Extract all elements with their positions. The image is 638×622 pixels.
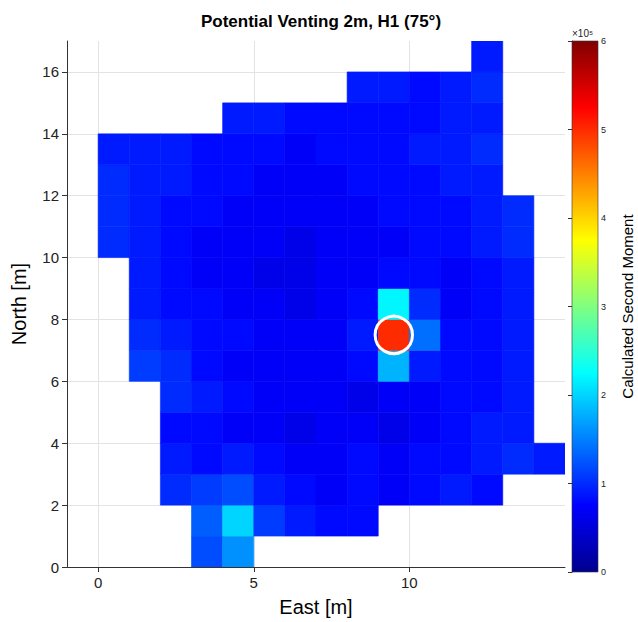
svg-text:14: 14: [42, 125, 59, 142]
svg-text:3: 3: [601, 302, 606, 312]
svg-text:4: 4: [51, 435, 59, 452]
svg-text:Potential Venting 2m, H1 (75°): Potential Venting 2m, H1 (75°): [201, 12, 441, 31]
svg-text:5: 5: [250, 574, 258, 591]
svg-text:16: 16: [42, 63, 59, 80]
svg-text:6: 6: [51, 373, 59, 390]
svg-text:0: 0: [601, 567, 606, 577]
svg-text:East [m]: East [m]: [279, 596, 352, 618]
svg-text:North [m]: North [m]: [8, 263, 30, 345]
svg-text:10: 10: [401, 574, 418, 591]
svg-text:2: 2: [601, 390, 606, 400]
svg-text:6: 6: [601, 36, 606, 46]
svg-text:8: 8: [51, 311, 59, 328]
svg-text:0: 0: [94, 574, 102, 591]
svg-text:5: 5: [601, 125, 606, 135]
svg-text:Calculated Second Moment: Calculated Second Moment: [619, 214, 636, 399]
svg-text:1: 1: [601, 479, 606, 489]
svg-text:12: 12: [42, 187, 59, 204]
svg-text:0: 0: [51, 559, 59, 576]
svg-text:4: 4: [601, 213, 606, 223]
svg-text:×10⁵: ×10⁵: [572, 28, 593, 39]
svg-text:2: 2: [51, 497, 59, 514]
svg-text:10: 10: [42, 249, 59, 266]
